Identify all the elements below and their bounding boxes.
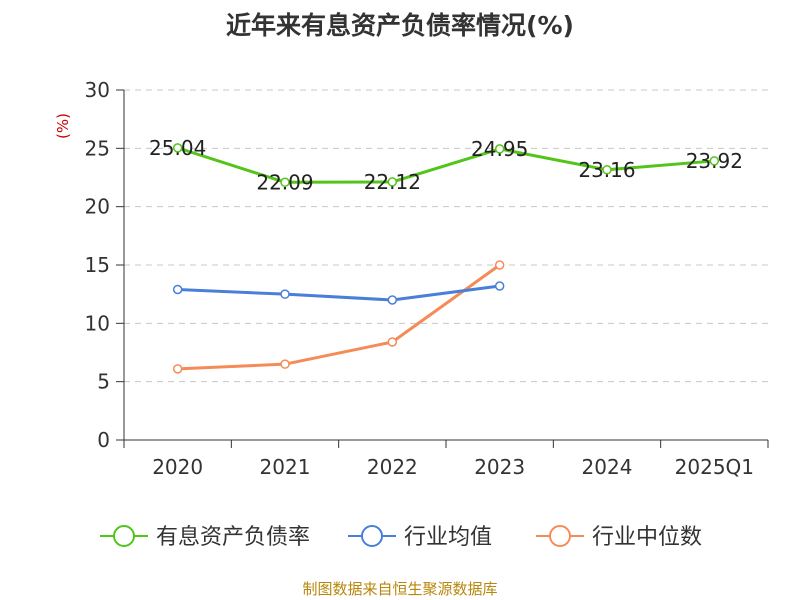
- data-point: [280, 177, 290, 188]
- x-tick-label: 2022: [367, 455, 418, 479]
- x-tick-label: 2020: [152, 455, 203, 479]
- data-label: 22.12: [364, 170, 421, 194]
- x-tick-label: 2021: [260, 455, 311, 479]
- series-line: [177, 263, 501, 371]
- axes: 0 5 10 15 20 25 30 2020 2021 2022 2023 2024 2025Q1: [85, 78, 769, 479]
- x-tick-label: 2024: [582, 455, 633, 479]
- x-tick-label: 2025Q1: [675, 455, 754, 479]
- x-tick-label: 2023: [474, 455, 525, 479]
- data-point: [280, 359, 290, 369]
- legend-label: 行业均值: [404, 525, 492, 550]
- legend-label: 行业中位数: [592, 525, 702, 550]
- data-point: [172, 364, 183, 374]
- data-point: [387, 295, 398, 305]
- legend-marker: [549, 525, 571, 547]
- data-label: 23.92: [686, 149, 743, 173]
- data-point: [709, 156, 720, 166]
- series-line: [177, 146, 715, 184]
- data-point: [172, 284, 183, 295]
- y-tick-label: 0: [97, 428, 110, 452]
- y-tick-label: 25: [85, 136, 110, 160]
- legend-marker: [113, 525, 135, 547]
- y-tick-label: 10: [85, 311, 110, 335]
- series-line: [177, 284, 500, 302]
- legend-marker: [361, 525, 383, 547]
- y-tick-label: 20: [85, 195, 110, 219]
- data-point: [387, 337, 398, 347]
- legend-label: 有息资产负债率: [156, 525, 310, 550]
- y-tick-label: 30: [85, 78, 110, 102]
- grid-lines: [124, 89, 768, 383]
- data-label: 22.09: [256, 170, 313, 194]
- data-point: [494, 144, 505, 154]
- data-point: [494, 260, 505, 270]
- data-point: [602, 165, 612, 175]
- series-layer: 25.04 22.09 22.12 24.95 23.16 23.92: [149, 136, 743, 374]
- data-point: [387, 177, 398, 187]
- data-label: 24.95: [471, 137, 528, 161]
- y-axis-label: (%): [54, 113, 72, 139]
- y-tick-label: 5: [97, 370, 110, 394]
- data-label: 23.16: [578, 158, 635, 182]
- data-source-note: 制图数据来自恒生聚源数据库: [302, 580, 498, 598]
- data-point: [280, 289, 290, 299]
- data-point: [172, 143, 183, 153]
- chart-title: 近年来有息资产负债率情况(%): [226, 11, 574, 40]
- y-tick-label: 15: [85, 253, 110, 277]
- data-point: [494, 281, 505, 291]
- legend: 有息资产负债率 行业均值 行业中位数: [100, 525, 702, 550]
- data-label: 25.04: [149, 136, 206, 160]
